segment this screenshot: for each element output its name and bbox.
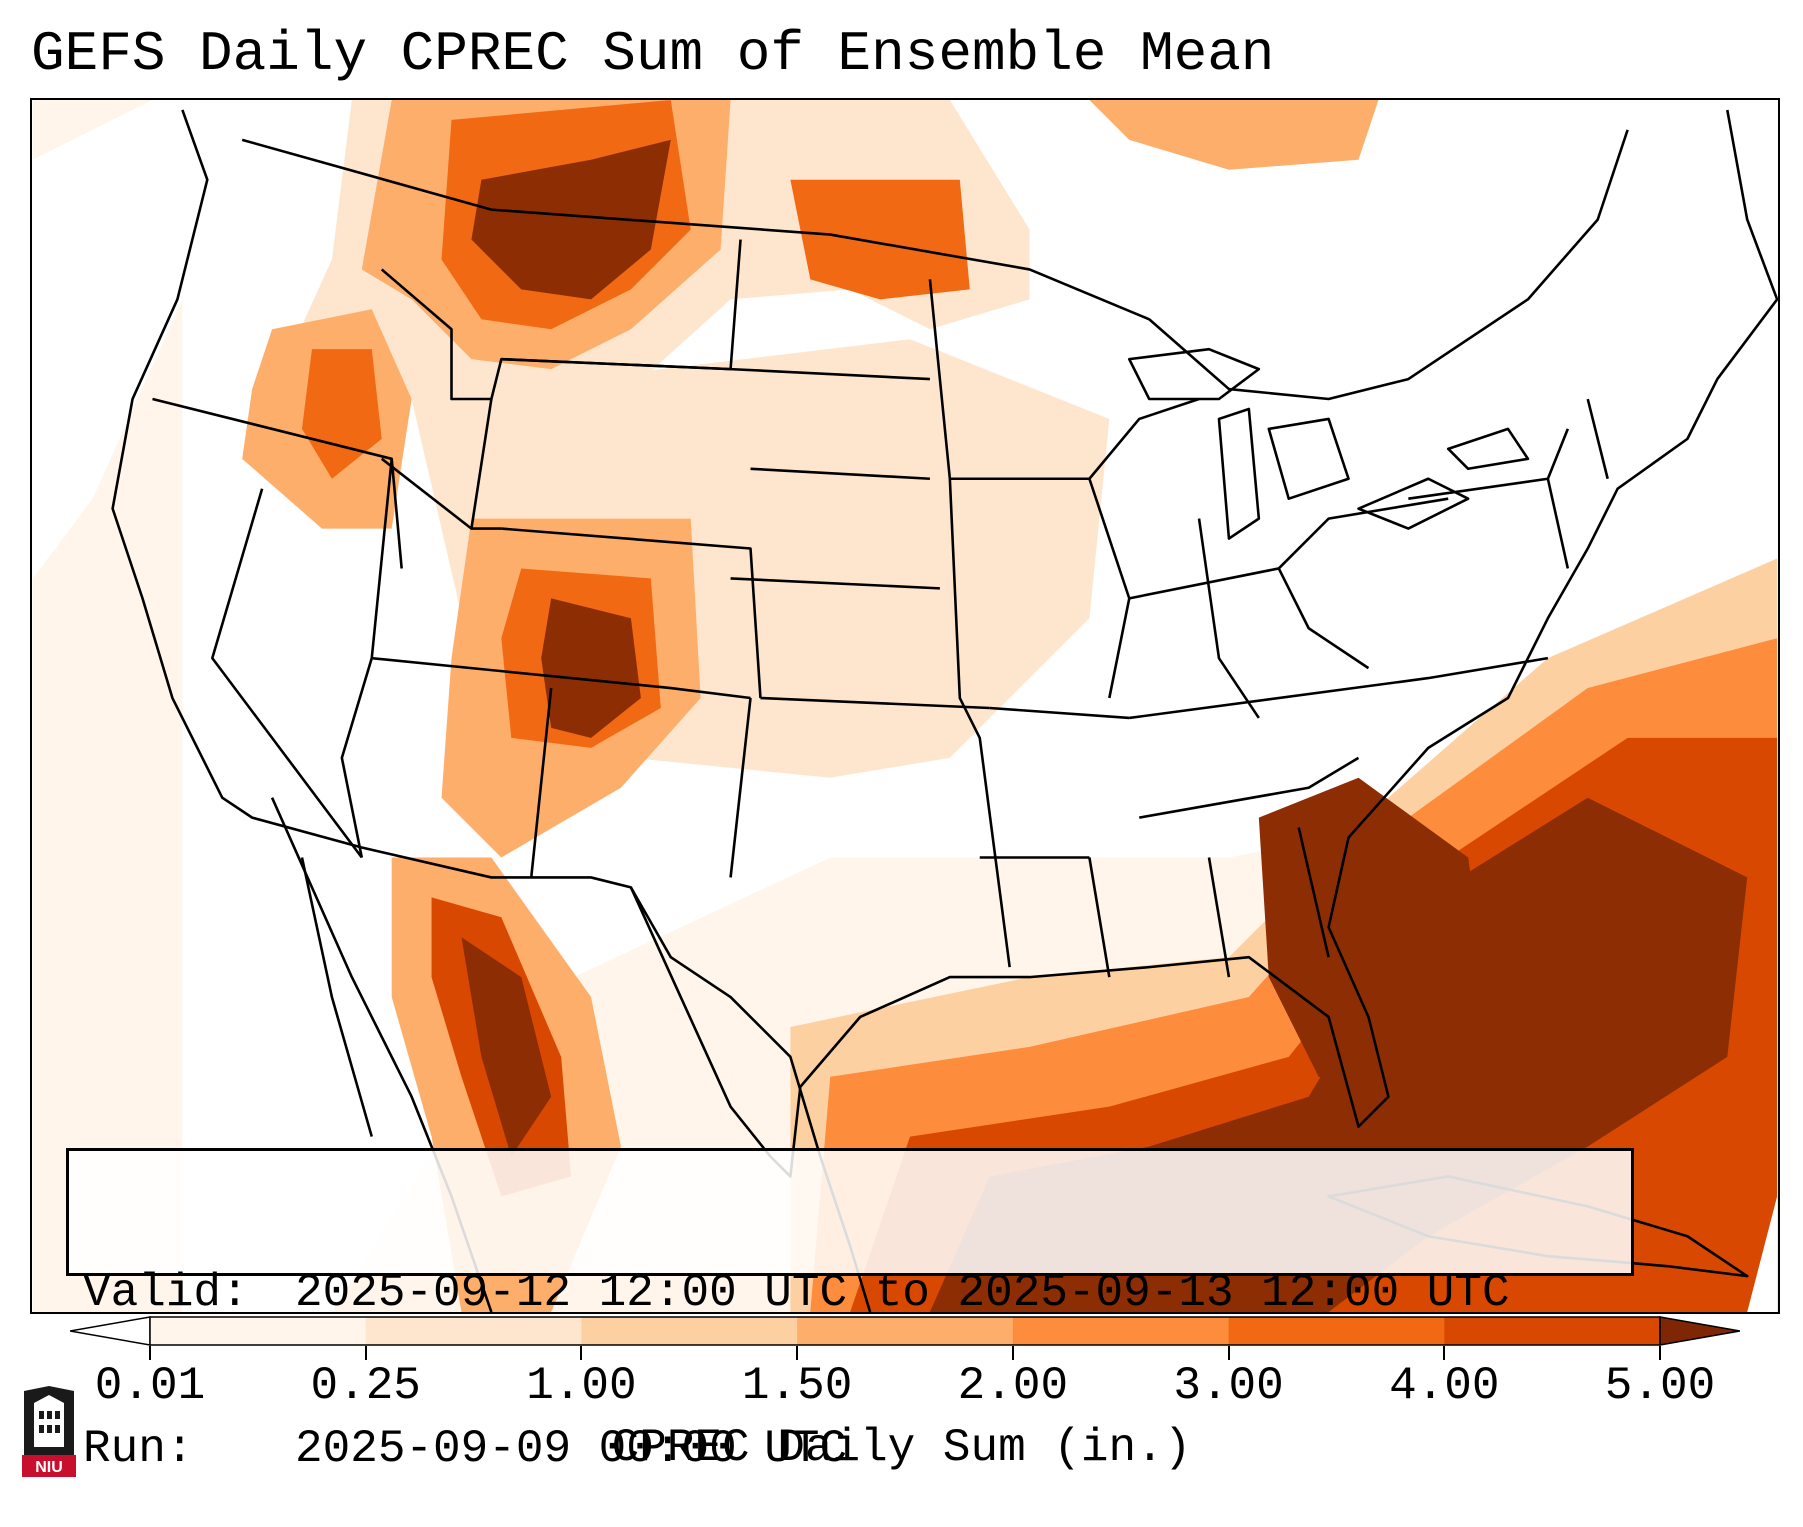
colorbar-tick <box>1227 1346 1230 1360</box>
colorbar-segment <box>150 1317 367 1345</box>
colorbar-under-arrow <box>70 1316 151 1346</box>
map-canvas <box>32 100 1778 1312</box>
colorbar-segment <box>797 1317 1014 1345</box>
colorbar-tick-label: 1.50 <box>741 1360 853 1412</box>
colorbar-segment <box>365 1317 582 1345</box>
colorbar-tick-label: 3.00 <box>1173 1360 1284 1412</box>
valid-label: Valid: <box>83 1267 249 1319</box>
boundaries <box>111 109 1778 1312</box>
colorbar-segment <box>581 1317 798 1345</box>
colorbar-tick <box>149 1346 151 1360</box>
colorbar <box>70 1316 1740 1346</box>
run-value: 2025-09-09 00:00 UTC <box>295 1423 848 1475</box>
colorbar-tick <box>796 1346 799 1360</box>
colorbar-over-arrow <box>1659 1316 1740 1346</box>
colorbar-tick-label: 5.00 <box>1604 1360 1716 1412</box>
niu-logo: NIU <box>22 1386 76 1477</box>
run-label: Run: <box>83 1423 194 1475</box>
map-title: GEFS Daily CPREC Sum of Ensemble Mean <box>31 22 1275 86</box>
colorbar-tick <box>580 1346 583 1360</box>
colorbar-tick <box>1659 1346 1661 1360</box>
precip-map <box>30 98 1780 1314</box>
logo-text: NIU <box>35 1459 63 1476</box>
valid-run-box: Valid: 2025-09-12 12:00 UTC to 2025-09-13… <box>66 1148 1634 1475</box>
colorbar-tick-label: 4.00 <box>1389 1360 1500 1412</box>
colorbar-tick <box>1011 1346 1014 1360</box>
colorbar-tick-label: 2.00 <box>957 1360 1069 1412</box>
precip-shading <box>32 100 1778 1312</box>
colorbar-segment <box>1444 1317 1661 1345</box>
colorbar-tick <box>364 1346 367 1360</box>
valid-value: 2025-09-12 12:00 UTC to 2025-09-13 12:00… <box>295 1267 1510 1319</box>
colorbar-tick-label: 0.01 <box>94 1360 206 1412</box>
colorbar-tick <box>1443 1346 1446 1360</box>
colorbar-label: CPREC Daily Sum (in.) <box>611 1422 1192 1474</box>
colorbar-segment <box>1012 1317 1230 1345</box>
colorbar-tick-label: 1.00 <box>526 1360 637 1412</box>
colorbar-segment <box>1228 1317 1445 1345</box>
colorbar-tick-label: 0.25 <box>310 1360 421 1412</box>
